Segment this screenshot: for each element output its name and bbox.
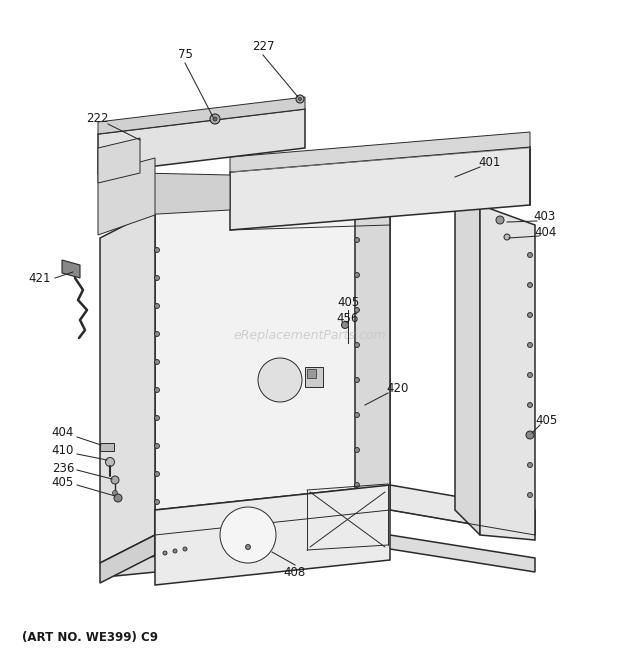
Text: 404: 404 [535, 225, 557, 239]
Text: 222: 222 [86, 112, 108, 124]
Text: 403: 403 [533, 210, 555, 223]
Polygon shape [100, 210, 155, 563]
Circle shape [355, 307, 360, 313]
Text: 401: 401 [479, 155, 501, 169]
Text: 421: 421 [29, 272, 51, 284]
Circle shape [296, 95, 304, 103]
Polygon shape [155, 185, 390, 535]
Circle shape [496, 216, 504, 224]
Circle shape [528, 313, 533, 317]
Circle shape [154, 247, 159, 253]
Circle shape [173, 549, 177, 553]
Circle shape [163, 551, 167, 555]
Circle shape [355, 447, 360, 453]
Polygon shape [155, 485, 535, 535]
Circle shape [112, 490, 118, 496]
Polygon shape [355, 190, 390, 518]
Bar [100, 443, 114, 451]
Circle shape [355, 483, 360, 488]
Circle shape [154, 276, 159, 280]
Circle shape [504, 234, 510, 240]
Text: 405: 405 [536, 414, 558, 426]
Text: 405: 405 [337, 295, 359, 309]
Circle shape [528, 492, 533, 498]
Circle shape [111, 476, 119, 484]
Text: eReplacementParts.com: eReplacementParts.com [234, 329, 386, 342]
Text: (ART NO. WE399) C9: (ART NO. WE399) C9 [22, 631, 158, 644]
Text: 236: 236 [52, 461, 74, 475]
Circle shape [220, 507, 276, 563]
Bar [305, 367, 323, 387]
Circle shape [355, 412, 360, 418]
Circle shape [526, 431, 534, 439]
Circle shape [154, 416, 159, 420]
Circle shape [355, 272, 360, 278]
Circle shape [154, 444, 159, 449]
Circle shape [528, 342, 533, 348]
Polygon shape [115, 535, 535, 576]
Circle shape [528, 373, 533, 377]
Polygon shape [480, 205, 535, 540]
Circle shape [528, 282, 533, 288]
Circle shape [154, 500, 159, 504]
Circle shape [528, 463, 533, 467]
Circle shape [258, 358, 302, 402]
Circle shape [355, 377, 360, 383]
Polygon shape [140, 173, 230, 215]
Text: 227: 227 [252, 40, 274, 54]
Circle shape [154, 471, 159, 477]
Polygon shape [98, 158, 155, 235]
Circle shape [528, 253, 533, 258]
Circle shape [154, 303, 159, 309]
Bar [307, 369, 316, 378]
Polygon shape [230, 147, 530, 230]
Circle shape [213, 117, 217, 121]
Polygon shape [98, 97, 305, 134]
Circle shape [154, 332, 159, 336]
Polygon shape [100, 535, 155, 583]
Circle shape [105, 457, 115, 467]
Polygon shape [455, 205, 480, 535]
Text: 420: 420 [387, 381, 409, 395]
Text: 456: 456 [337, 311, 359, 325]
Text: 75: 75 [177, 48, 192, 61]
Polygon shape [98, 138, 140, 183]
Text: 404: 404 [52, 426, 74, 440]
Polygon shape [62, 260, 80, 278]
Circle shape [154, 387, 159, 393]
Polygon shape [98, 109, 305, 173]
Circle shape [210, 114, 220, 124]
Circle shape [246, 545, 250, 549]
Text: 405: 405 [52, 477, 74, 490]
Circle shape [183, 547, 187, 551]
Circle shape [528, 403, 533, 407]
Circle shape [342, 321, 348, 329]
Circle shape [154, 360, 159, 364]
Circle shape [528, 432, 533, 438]
Polygon shape [230, 132, 530, 172]
Circle shape [114, 494, 122, 502]
Circle shape [355, 237, 360, 243]
Circle shape [355, 342, 360, 348]
Text: 408: 408 [284, 566, 306, 580]
Polygon shape [155, 485, 390, 585]
Circle shape [298, 98, 301, 100]
Text: 410: 410 [52, 444, 74, 457]
